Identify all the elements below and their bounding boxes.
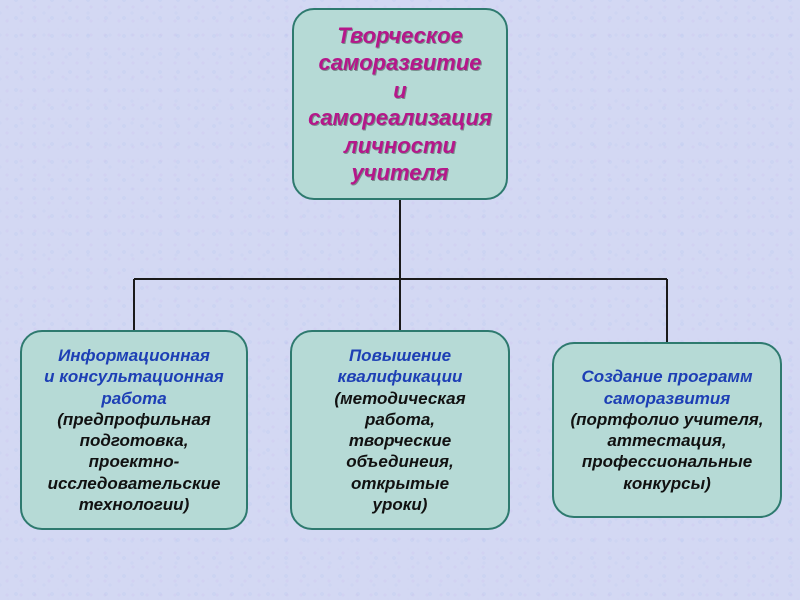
child-title-line: Повышение (349, 345, 451, 366)
child-sub-line: творческие (349, 430, 451, 451)
root-title-line: саморазвитие (318, 49, 481, 77)
child-sub-line: (методическая (334, 388, 465, 409)
child-sub-line: уроки) (373, 494, 428, 515)
root-title-line: личности (344, 132, 456, 160)
root-title-line: и (393, 77, 406, 105)
child-sub-line: (портфолио учителя, (570, 409, 763, 430)
child-title-line: саморазвития (604, 388, 731, 409)
diagram-canvas: Творческоесаморазвитиеисамореализациялич… (0, 0, 800, 600)
child-title-line: квалификации (338, 366, 463, 387)
child-node-programs: Создание программсаморазвития(портфолио … (552, 342, 782, 518)
root-title-line: учителя (352, 159, 449, 187)
child-sub-line: работа, (365, 409, 435, 430)
root-title-line: самореализация (308, 104, 492, 132)
child-sub-line: профессиональные (582, 451, 752, 472)
child-sub-line: проектно- (89, 451, 180, 472)
child-title-line: работа (101, 388, 166, 409)
child-sub-line: технологии) (79, 494, 189, 515)
child-title-line: и консультационная (44, 366, 224, 387)
child-title-line: Информационная (58, 345, 210, 366)
child-node-info: Информационнаяи консультационнаяработа(п… (20, 330, 248, 530)
child-title-line: Создание программ (581, 366, 752, 387)
child-sub-line: исследовательские (48, 473, 221, 494)
child-sub-line: подготовка, (80, 430, 189, 451)
child-node-qualification: Повышениеквалификации(методическаяработа… (290, 330, 510, 530)
child-sub-line: конкурсы) (623, 473, 711, 494)
child-sub-line: открытые (351, 473, 449, 494)
root-title-line: Творческое (337, 22, 463, 50)
child-sub-line: объединеия, (346, 451, 453, 472)
root-node: Творческоесаморазвитиеисамореализациялич… (292, 8, 508, 200)
child-sub-line: аттестация, (607, 430, 726, 451)
child-sub-line: (предпрофильная (57, 409, 211, 430)
